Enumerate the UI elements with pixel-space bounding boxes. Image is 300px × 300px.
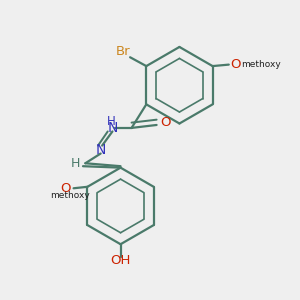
Text: methoxy: methoxy	[242, 60, 281, 69]
Text: O: O	[160, 116, 171, 129]
Text: H: H	[106, 115, 115, 128]
Text: N: N	[107, 121, 118, 135]
Text: H: H	[71, 157, 80, 170]
Text: methoxy: methoxy	[50, 191, 90, 200]
Text: N: N	[95, 143, 106, 157]
Text: O: O	[61, 182, 71, 195]
Text: O: O	[230, 58, 241, 71]
Text: OH: OH	[110, 254, 131, 267]
Text: Br: Br	[116, 45, 130, 58]
